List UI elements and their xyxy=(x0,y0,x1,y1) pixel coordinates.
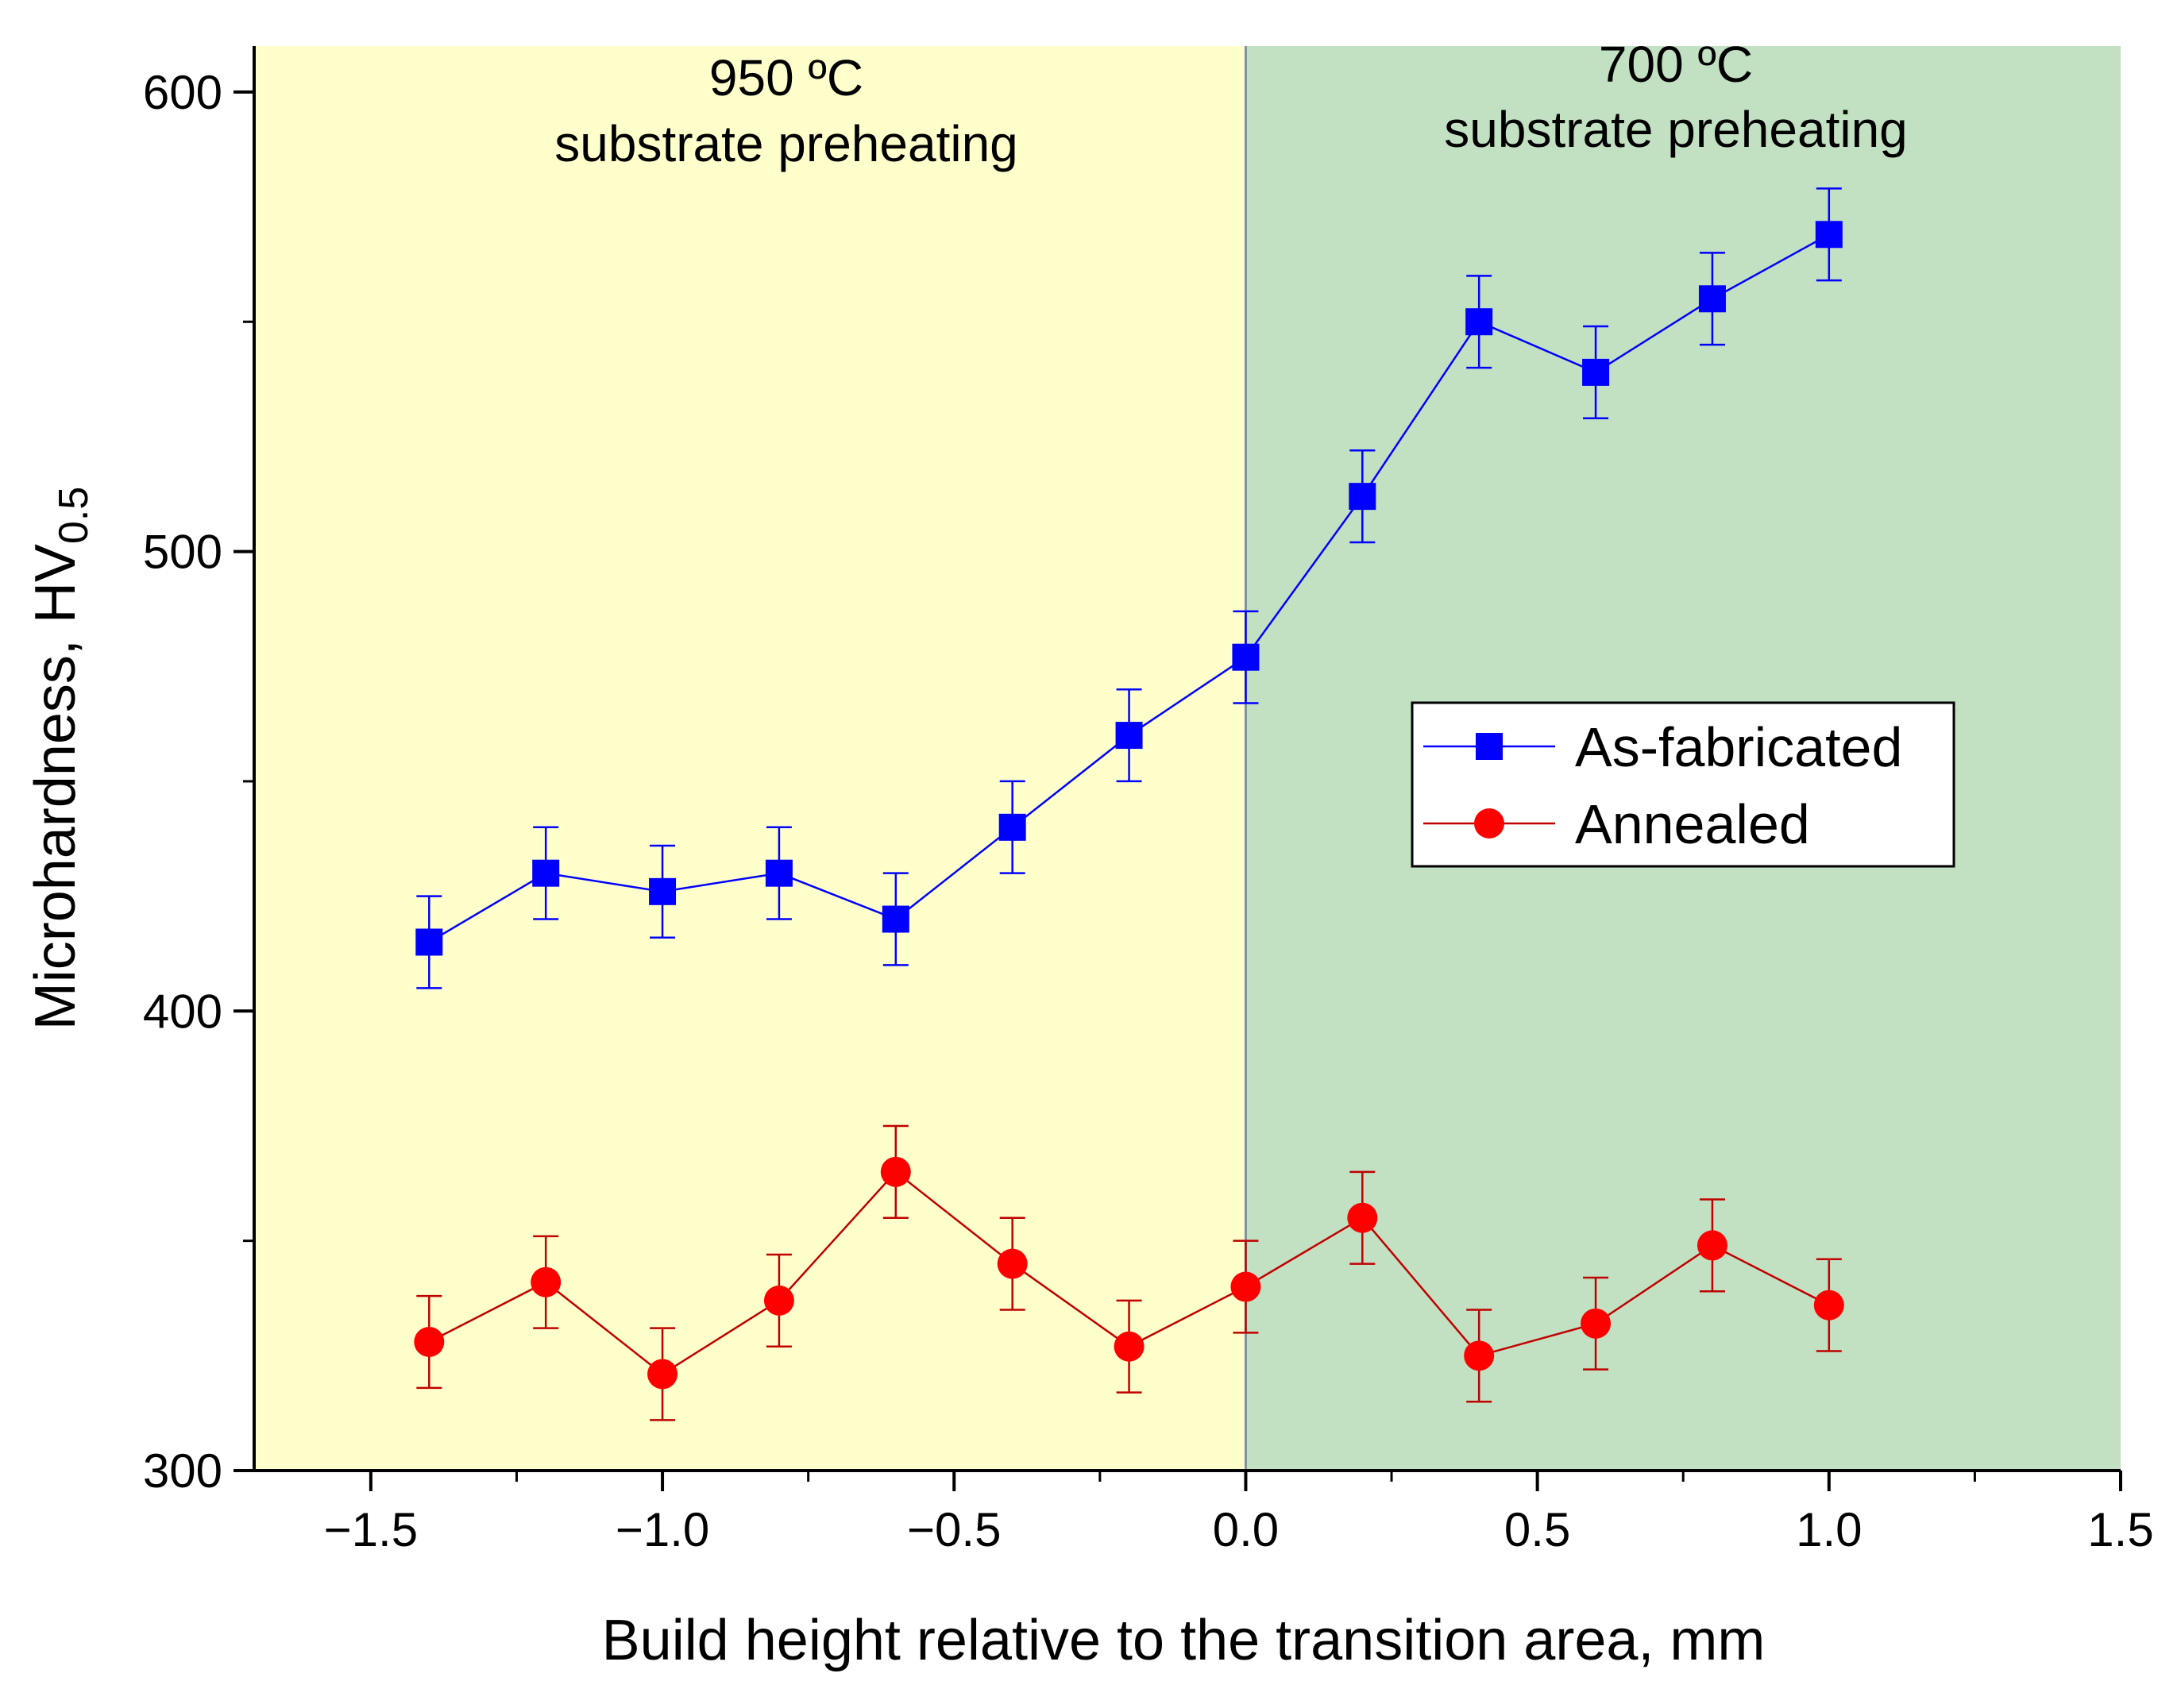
series-1-point xyxy=(414,1326,445,1357)
legend-label: As-fabricated xyxy=(1575,716,1902,778)
series-0-point xyxy=(1465,308,1493,336)
y-tick-label: 600 xyxy=(143,66,222,119)
region-0-label-text: substrate preheating xyxy=(554,115,1018,172)
series-1-point xyxy=(1464,1340,1495,1371)
series-1-point xyxy=(1114,1331,1145,1362)
series-0-point xyxy=(532,859,560,887)
legend-marker-circle xyxy=(1474,808,1504,839)
series-0-point xyxy=(1349,483,1376,511)
region-0-background xyxy=(254,46,1246,1471)
series-layer xyxy=(414,187,1844,1421)
legend-item-0: As-fabricated xyxy=(1423,716,1902,778)
y-tick-label: 400 xyxy=(143,985,222,1038)
series-0-point xyxy=(1232,643,1260,671)
x-tick-label: −1.0 xyxy=(616,1503,709,1556)
series-0-point xyxy=(998,813,1026,841)
legend-marker-square xyxy=(1476,733,1503,760)
series-1-point xyxy=(1347,1202,1378,1233)
region-0-label-temperature: 950 ºC xyxy=(709,49,863,106)
region-1-label-text: substrate preheating xyxy=(1444,101,1908,158)
x-tick-label: −0.5 xyxy=(907,1503,1001,1556)
y-tick-label: 300 xyxy=(143,1444,222,1498)
axes-layer: −1.5 −1.0 −0.5 0.0 0.5 1.0 1.5 300 400 500 600 xyxy=(143,46,2154,1556)
series-1-point xyxy=(880,1156,911,1187)
series-0-point xyxy=(1115,722,1143,750)
x-tick-label: 1.0 xyxy=(1796,1503,1862,1556)
series-1-point xyxy=(647,1359,678,1390)
series-0-point xyxy=(1815,221,1843,249)
x-tick-label: −1.5 xyxy=(324,1503,418,1556)
series-1-point xyxy=(1581,1308,1612,1339)
series-1-point xyxy=(997,1248,1028,1279)
series-0-point xyxy=(1582,358,1610,386)
x-tick-label: 0.5 xyxy=(1504,1503,1570,1556)
series-1-point xyxy=(1813,1290,1844,1321)
series-0-point xyxy=(649,877,677,905)
region-1-label-temperature: 700 ºC xyxy=(1599,36,1753,93)
series-1-point xyxy=(531,1267,562,1297)
series-1-point xyxy=(763,1285,794,1316)
series-1-point xyxy=(1697,1230,1727,1261)
legend-item-1: Annealed xyxy=(1423,793,1810,855)
legend-box xyxy=(1411,701,1955,868)
y-axis-title: Microhardness, HV0.5 xyxy=(24,487,97,1031)
x-tick-label: 0.0 xyxy=(1213,1503,1279,1556)
series-1-point xyxy=(1230,1271,1261,1302)
y-axis-title-main: Microhardness, HV xyxy=(24,544,87,1030)
series-0-point xyxy=(882,905,909,933)
series-0-point xyxy=(415,928,443,956)
region-labels-layer: 950 ºC substrate preheating 700 ºC substrat… xyxy=(554,36,1908,172)
series-0-point xyxy=(765,859,793,887)
y-tick-label: 500 xyxy=(143,526,222,579)
y-axis-title-subscript: 0.5 xyxy=(51,487,97,544)
x-tick-label: 1.5 xyxy=(2087,1503,2153,1556)
legend: As-fabricated Annealed xyxy=(1411,701,1955,868)
series-0-point xyxy=(1698,285,1726,313)
legend-label: Annealed xyxy=(1575,793,1810,855)
x-axis-title: Build height relative to the transition … xyxy=(602,1609,1766,1672)
